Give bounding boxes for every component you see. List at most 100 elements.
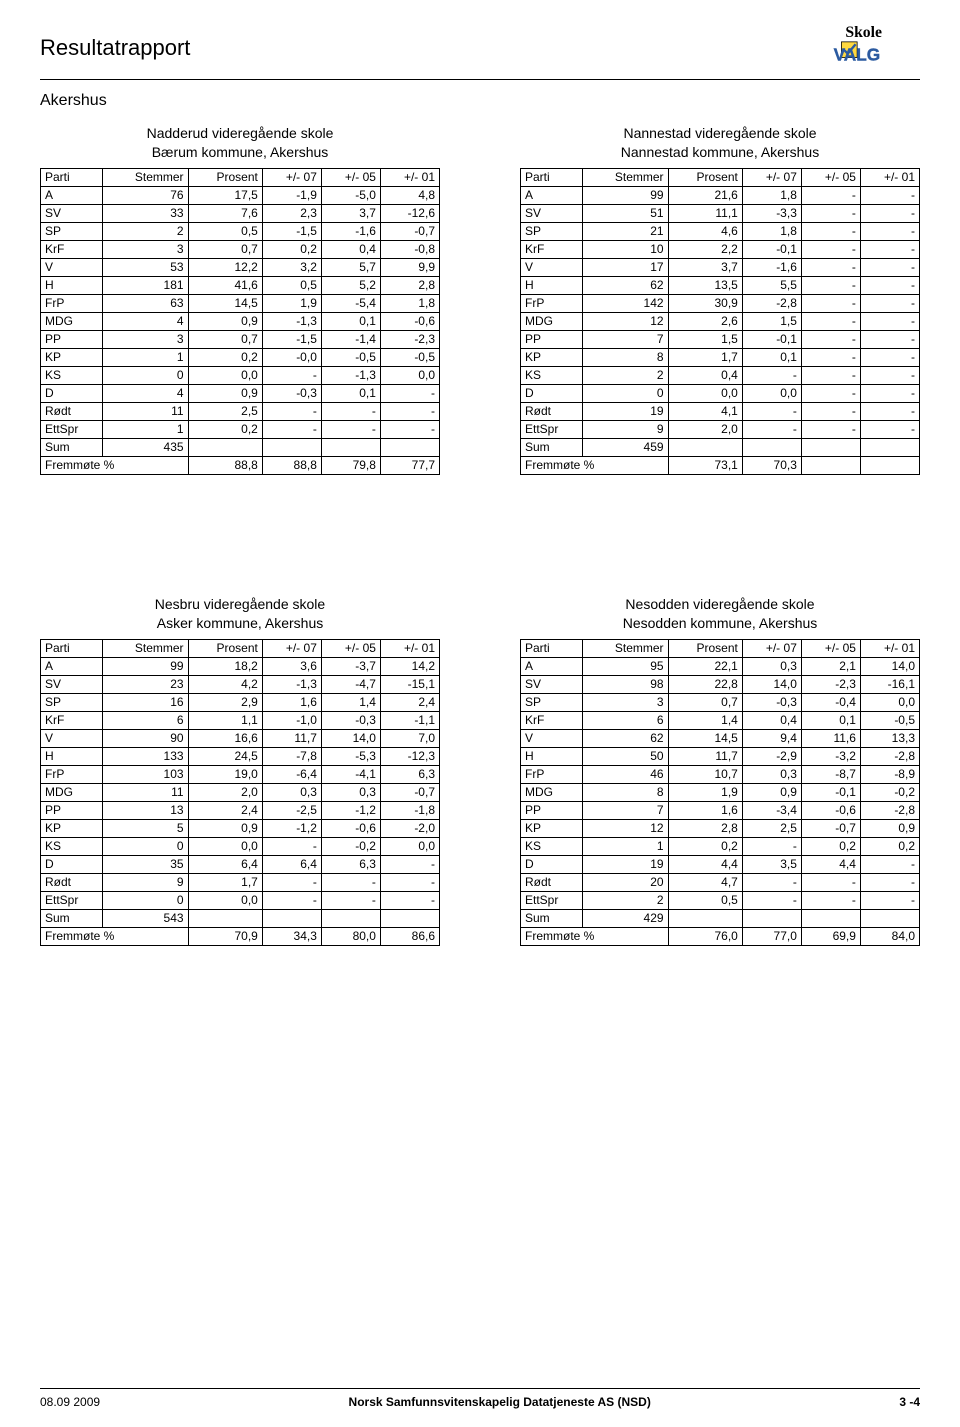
school-heading: Nannestad videregående skoleNannestad ko…: [520, 124, 920, 162]
table-row: V5312,23,25,79,9: [41, 258, 440, 276]
turnout-value: 80,0: [321, 927, 380, 945]
value-cell: -: [860, 855, 919, 873]
value-cell: -: [860, 240, 919, 258]
party-cell: MDG: [521, 312, 583, 330]
party-cell: KrF: [521, 240, 583, 258]
turnout-value: 34,3: [262, 927, 321, 945]
value-cell: -2,5: [262, 801, 321, 819]
value-cell: 2,3: [262, 204, 321, 222]
value-cell: 0,7: [668, 693, 742, 711]
party-cell: KS: [41, 837, 103, 855]
value-cell: -0,6: [321, 819, 380, 837]
table-row: SV234,2-1,3-4,7-15,1: [41, 675, 440, 693]
value-cell: 4,6: [668, 222, 742, 240]
value-cell: -: [321, 420, 380, 438]
table-row: KS20,4---: [521, 366, 920, 384]
value-cell: -0,1: [742, 330, 801, 348]
sum-label: Sum: [521, 438, 583, 456]
party-cell: V: [41, 258, 103, 276]
turnout-label: Fremmøte %: [521, 456, 669, 474]
table-row: MDG112,00,30,3-0,7: [41, 783, 440, 801]
party-cell: H: [41, 747, 103, 765]
value-cell: 3,6: [262, 657, 321, 675]
turnout-row: Fremmøte %88,888,879,877,7: [41, 456, 440, 474]
party-cell: SP: [41, 693, 103, 711]
party-cell: V: [521, 729, 583, 747]
results-table-block: Nesodden videregående skoleNesodden komm…: [520, 595, 920, 946]
value-cell: 99: [103, 657, 188, 675]
value-cell: 6,3: [380, 765, 439, 783]
turnout-value: 84,0: [860, 927, 919, 945]
turnout-value: 79,8: [321, 456, 380, 474]
table-row: Rødt204,7---: [521, 873, 920, 891]
party-cell: A: [521, 657, 583, 675]
value-cell: -1,5: [262, 330, 321, 348]
value-cell: 0,9: [742, 783, 801, 801]
value-cell: -0,4: [801, 693, 860, 711]
value-cell: 1,8: [380, 294, 439, 312]
value-cell: -: [742, 402, 801, 420]
value-cell: -12,3: [380, 747, 439, 765]
value-cell: -: [860, 258, 919, 276]
value-cell: -: [380, 420, 439, 438]
value-cell: 10,7: [668, 765, 742, 783]
page-header: Resultatrapport Skole VALG: [40, 20, 920, 80]
value-cell: 18,2: [188, 657, 262, 675]
value-cell: 1,7: [188, 873, 262, 891]
value-cell: 0,0: [188, 891, 262, 909]
party-cell: PP: [521, 330, 583, 348]
table-row: SV9822,814,0-2,3-16,1: [521, 675, 920, 693]
table-row: KrF102,2-0,1--: [521, 240, 920, 258]
party-cell: EttSpr: [521, 891, 583, 909]
turnout-row: Fremmøte %70,934,380,086,6: [41, 927, 440, 945]
value-cell: 90: [103, 729, 188, 747]
party-cell: A: [41, 186, 103, 204]
value-cell: -1,2: [321, 801, 380, 819]
value-cell: -1,6: [742, 258, 801, 276]
value-cell: 13: [103, 801, 188, 819]
value-cell: 0: [103, 891, 188, 909]
value-cell: -: [801, 294, 860, 312]
table-row: KrF30,70,20,4-0,8: [41, 240, 440, 258]
table-row: KP10,2-0,0-0,5-0,5: [41, 348, 440, 366]
value-cell: 3,5: [742, 855, 801, 873]
value-cell: 7,6: [188, 204, 262, 222]
value-cell: 11,7: [262, 729, 321, 747]
value-cell: -1,4: [321, 330, 380, 348]
sum-label: Sum: [41, 438, 103, 456]
value-cell: 3: [103, 240, 188, 258]
table-row: PP30,7-1,5-1,4-2,3: [41, 330, 440, 348]
value-cell: 1,9: [262, 294, 321, 312]
value-cell: 2,8: [668, 819, 742, 837]
value-cell: -: [860, 276, 919, 294]
value-cell: -2,9: [742, 747, 801, 765]
value-cell: 0,3: [742, 765, 801, 783]
value-cell: 3: [583, 693, 668, 711]
school-heading: Nesodden videregående skoleNesodden komm…: [520, 595, 920, 633]
party-cell: H: [41, 276, 103, 294]
party-cell: Rødt: [41, 402, 103, 420]
value-cell: -: [801, 258, 860, 276]
value-cell: 16,6: [188, 729, 262, 747]
col-header: Prosent: [188, 639, 262, 657]
value-cell: -: [742, 420, 801, 438]
value-cell: 17,5: [188, 186, 262, 204]
value-cell: -0,5: [380, 348, 439, 366]
value-cell: 22,8: [668, 675, 742, 693]
value-cell: -0,0: [262, 348, 321, 366]
table-row: FrP14230,9-2,8--: [521, 294, 920, 312]
party-cell: SP: [521, 222, 583, 240]
tables-row: Nesbru videregående skoleAsker kommune, …: [40, 595, 920, 946]
value-cell: -: [860, 186, 919, 204]
value-cell: 50: [583, 747, 668, 765]
results-table: PartiStemmerProsent+/- 07+/- 05+/- 01A95…: [520, 639, 920, 946]
value-cell: 62: [583, 276, 668, 294]
value-cell: -0,1: [801, 783, 860, 801]
sum-row: Sum435: [41, 438, 440, 456]
value-cell: -0,6: [801, 801, 860, 819]
value-cell: -0,3: [321, 711, 380, 729]
results-table: PartiStemmerProsent+/- 07+/- 05+/- 01A99…: [520, 168, 920, 475]
value-cell: -1,2: [262, 819, 321, 837]
table-row: A7617,5-1,9-5,04,8: [41, 186, 440, 204]
value-cell: 2,5: [742, 819, 801, 837]
